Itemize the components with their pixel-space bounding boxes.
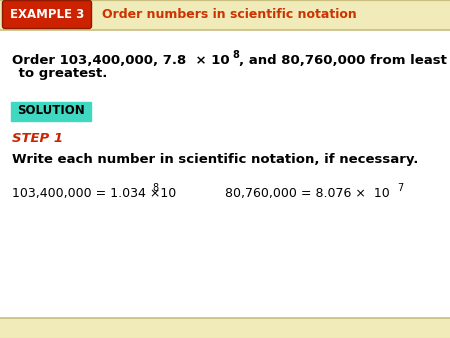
Bar bbox=[0, 30, 450, 318]
Text: STEP 1: STEP 1 bbox=[12, 131, 63, 145]
Text: 80,760,000 = 8.076 ×  10: 80,760,000 = 8.076 × 10 bbox=[225, 187, 390, 199]
FancyBboxPatch shape bbox=[3, 0, 91, 28]
Text: Order numbers in scientific notation: Order numbers in scientific notation bbox=[102, 8, 357, 22]
Text: Write each number in scientific notation, if necessary.: Write each number in scientific notation… bbox=[12, 153, 418, 167]
Bar bbox=[0, 318, 450, 338]
Text: EXAMPLE 3: EXAMPLE 3 bbox=[10, 8, 84, 22]
Text: 8: 8 bbox=[152, 183, 158, 193]
Text: to greatest.: to greatest. bbox=[14, 68, 108, 80]
Text: Order 103,400,000, 7.8  × 10: Order 103,400,000, 7.8 × 10 bbox=[12, 53, 230, 67]
Text: 103,400,000 = 1.034 ×10: 103,400,000 = 1.034 ×10 bbox=[12, 187, 176, 199]
Text: , and 80,760,000 from least: , and 80,760,000 from least bbox=[239, 53, 447, 67]
Text: 8: 8 bbox=[232, 50, 239, 60]
Text: 7: 7 bbox=[397, 183, 403, 193]
Text: SOLUTION: SOLUTION bbox=[17, 104, 85, 118]
Bar bbox=[0, 0, 450, 30]
FancyBboxPatch shape bbox=[11, 102, 91, 121]
